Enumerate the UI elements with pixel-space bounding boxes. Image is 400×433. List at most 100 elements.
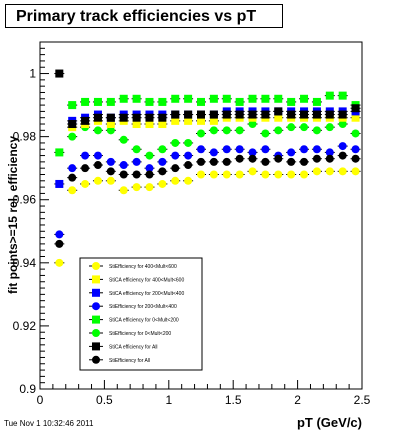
y-tick-label: 0.96 [13, 193, 37, 207]
data-point-circle [158, 167, 167, 176]
data-point-square [93, 113, 102, 122]
data-point-circle [81, 179, 90, 188]
data-point-square [300, 110, 309, 119]
x-tick-label: 0 [37, 393, 44, 407]
data-point-square [300, 94, 309, 103]
legend-item: StiCA efficiency for 0<Mult<200 [89, 315, 179, 324]
y-axis: 0.9 0.92 0.94 0.96 0.98 1 [13, 41, 49, 396]
series-7 [54, 151, 361, 248]
data-point-square [274, 94, 283, 103]
data-point-square [325, 110, 334, 119]
y-tick-label: 0.92 [13, 319, 37, 333]
x-tick-label: 2.5 [354, 393, 371, 407]
chart-title-box: Primary track efficiencies vs pT [5, 4, 283, 28]
data-point-square [338, 110, 347, 119]
data-point-circle [274, 170, 283, 179]
y-tick-label: 1 [29, 67, 36, 81]
series-1 [54, 167, 361, 267]
data-point-circle [119, 170, 128, 179]
data-point-square [171, 110, 180, 119]
legend-label: StiEfficiency for All [109, 358, 150, 364]
data-point-circle [235, 154, 244, 163]
data-point-circle [261, 157, 270, 166]
data-point-circle [209, 170, 218, 179]
data-point-square [351, 113, 360, 122]
data-point-circle [171, 176, 180, 185]
data-point-circle [235, 170, 244, 179]
data-point-square [351, 104, 360, 113]
data-point-circle [338, 120, 347, 129]
data-point-circle [158, 145, 167, 154]
x-axis-label: pT (GeV/c) [297, 415, 362, 430]
data-point-square [312, 110, 321, 119]
data-point-square [158, 120, 167, 129]
chart-title: Primary track efficiencies vs pT [16, 8, 257, 25]
data-point-circle [93, 161, 102, 170]
data-point-circle [235, 145, 244, 154]
data-point-square [55, 69, 64, 78]
data-point-circle [92, 355, 100, 364]
data-point-circle [312, 126, 321, 135]
data-point-square [184, 110, 193, 119]
data-point-circle [312, 167, 321, 176]
x-tick-label: 0.5 [96, 393, 113, 407]
data-point-circle [132, 145, 141, 154]
data-point-circle [197, 157, 205, 166]
data-point-circle [338, 167, 347, 176]
data-point-circle [325, 154, 334, 163]
data-point-circle [158, 157, 167, 166]
data-point-square [145, 97, 154, 106]
data-point-square [287, 97, 296, 106]
series-4 [54, 91, 361, 157]
data-point-square [209, 116, 218, 125]
data-point-square [106, 97, 115, 106]
legend-item: StiEfficiency for 200<Mult<400 [89, 302, 177, 311]
data-point-circle [287, 148, 296, 157]
data-point-circle [68, 164, 77, 173]
legend-label: StiEfficiency for 400<Mult<600 [109, 264, 177, 270]
data-point-circle [119, 135, 128, 144]
data-point-circle [209, 157, 218, 166]
legend-item: StiCA efficiency for All [89, 342, 158, 351]
data-point-circle [248, 120, 257, 129]
data-point-circle [184, 151, 193, 160]
data-point-circle [261, 129, 270, 138]
data-point-square [119, 94, 128, 103]
data-point-circle [287, 123, 296, 132]
data-point-circle [338, 151, 347, 160]
data-point-circle [248, 154, 257, 163]
data-point-circle [248, 167, 257, 176]
data-point-square [145, 113, 154, 122]
data-point-square [197, 116, 205, 125]
data-point-circle [106, 157, 115, 166]
data-point-square [92, 288, 100, 297]
legend-label: StiEfficiency for 0<Mult<200 [109, 331, 171, 337]
data-point-square [184, 94, 193, 103]
data-point-circle [92, 302, 100, 311]
data-point-circle [55, 258, 64, 267]
data-point-circle [81, 164, 90, 173]
data-point-circle [300, 145, 309, 154]
data-point-circle [351, 129, 360, 138]
data-point-circle [197, 170, 205, 179]
y-axis-label: fit points>=15 rel. efficiency [6, 136, 20, 294]
data-point-square [55, 179, 64, 188]
data-point-square [68, 101, 77, 110]
data-point-circle [300, 170, 309, 179]
data-point-circle [351, 154, 360, 163]
data-point-square [338, 91, 347, 100]
data-point-square [92, 275, 100, 284]
data-point-circle [261, 145, 270, 154]
data-point-circle [351, 145, 360, 154]
data-point-circle [92, 329, 100, 337]
data-point-circle [93, 126, 102, 135]
data-point-square [222, 94, 231, 103]
data-point-square [93, 97, 102, 106]
data-point-square [55, 148, 64, 157]
data-point-circle [119, 161, 128, 170]
x-tick-label: 1 [165, 393, 172, 407]
data-point-circle [171, 151, 180, 160]
data-point-square [81, 116, 90, 125]
data-point-circle [68, 186, 77, 195]
data-point-circle [92, 262, 100, 270]
